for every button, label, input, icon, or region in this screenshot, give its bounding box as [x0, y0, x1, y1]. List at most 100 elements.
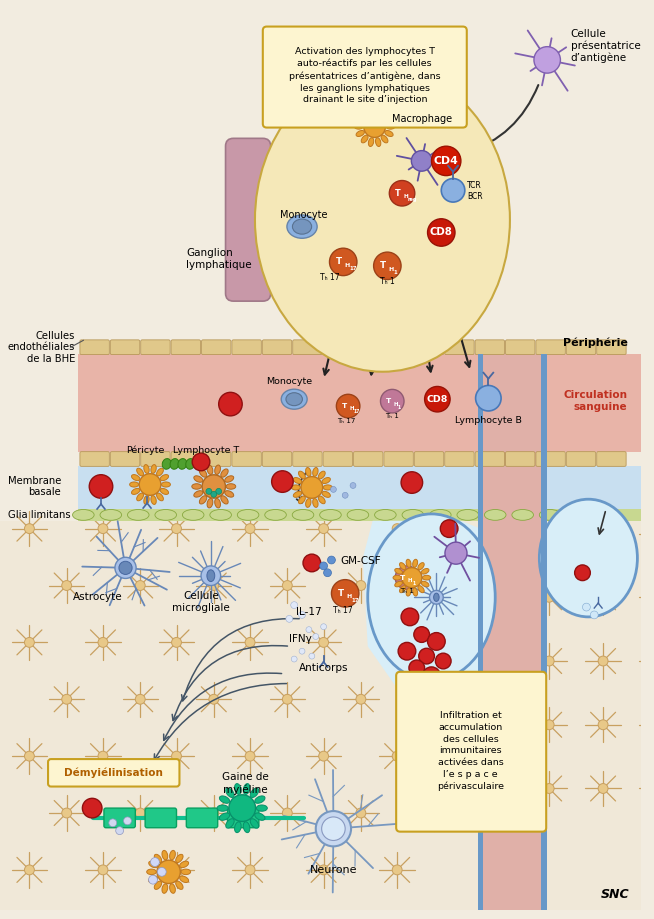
Ellipse shape — [144, 495, 149, 505]
Circle shape — [575, 565, 591, 581]
Circle shape — [430, 808, 439, 818]
Circle shape — [428, 219, 455, 246]
Ellipse shape — [146, 869, 156, 875]
Ellipse shape — [287, 215, 317, 238]
Circle shape — [209, 808, 218, 818]
Ellipse shape — [225, 476, 233, 482]
Ellipse shape — [436, 698, 441, 703]
Ellipse shape — [286, 392, 302, 405]
Circle shape — [324, 820, 342, 837]
Ellipse shape — [181, 869, 190, 875]
FancyBboxPatch shape — [475, 340, 504, 355]
FancyBboxPatch shape — [506, 451, 535, 466]
Circle shape — [150, 857, 160, 867]
Circle shape — [158, 868, 166, 876]
Ellipse shape — [375, 138, 381, 146]
Ellipse shape — [192, 483, 201, 489]
Circle shape — [402, 568, 422, 587]
Ellipse shape — [225, 491, 233, 497]
FancyBboxPatch shape — [396, 672, 546, 832]
Circle shape — [419, 648, 434, 664]
Ellipse shape — [144, 465, 149, 473]
Text: CD8: CD8 — [430, 228, 453, 237]
Ellipse shape — [430, 509, 451, 520]
Ellipse shape — [421, 678, 426, 684]
Ellipse shape — [368, 138, 373, 146]
Circle shape — [299, 648, 305, 654]
Ellipse shape — [169, 884, 175, 893]
Circle shape — [135, 581, 145, 590]
FancyBboxPatch shape — [201, 340, 231, 355]
Circle shape — [598, 784, 608, 793]
Circle shape — [336, 394, 360, 418]
Circle shape — [303, 554, 320, 572]
Circle shape — [245, 524, 255, 534]
Circle shape — [544, 720, 554, 730]
Ellipse shape — [512, 509, 534, 520]
Circle shape — [313, 633, 318, 640]
Text: Lymphocyte B: Lymphocyte B — [455, 416, 522, 425]
Circle shape — [392, 638, 402, 647]
Ellipse shape — [421, 582, 429, 587]
FancyBboxPatch shape — [104, 808, 135, 828]
FancyBboxPatch shape — [566, 340, 596, 355]
Circle shape — [392, 751, 402, 761]
Ellipse shape — [400, 562, 406, 570]
Text: Cellules
endothéliales
de la BHE: Cellules endothéliales de la BHE — [8, 331, 75, 364]
Ellipse shape — [406, 588, 411, 596]
Ellipse shape — [250, 819, 258, 828]
FancyBboxPatch shape — [293, 451, 322, 466]
Ellipse shape — [243, 784, 250, 794]
Bar — [477, 354, 483, 910]
Circle shape — [424, 387, 450, 412]
Text: Glia limitans: Glia limitans — [8, 510, 71, 520]
Circle shape — [652, 784, 654, 793]
Ellipse shape — [432, 675, 436, 682]
FancyBboxPatch shape — [536, 451, 565, 466]
FancyBboxPatch shape — [171, 451, 201, 466]
Circle shape — [350, 482, 356, 488]
Text: T: T — [385, 398, 391, 404]
Circle shape — [395, 566, 419, 589]
Ellipse shape — [318, 496, 325, 504]
Ellipse shape — [154, 881, 162, 890]
Circle shape — [192, 453, 210, 471]
FancyBboxPatch shape — [384, 451, 413, 466]
Ellipse shape — [128, 509, 149, 520]
Text: Cellule
présentatrice
d’antigène: Cellule présentatrice d’antigène — [571, 29, 640, 63]
Ellipse shape — [375, 107, 381, 116]
Text: Tₕ 1: Tₕ 1 — [400, 588, 414, 595]
Text: TCR: TCR — [467, 181, 481, 190]
Ellipse shape — [361, 135, 368, 142]
FancyBboxPatch shape — [293, 340, 322, 355]
FancyBboxPatch shape — [323, 340, 353, 355]
Text: T: T — [341, 403, 347, 409]
Circle shape — [89, 475, 112, 498]
FancyBboxPatch shape — [80, 451, 109, 466]
Ellipse shape — [170, 459, 179, 470]
Circle shape — [209, 581, 218, 590]
Circle shape — [115, 557, 136, 578]
Circle shape — [475, 385, 501, 411]
Ellipse shape — [421, 698, 426, 703]
FancyBboxPatch shape — [323, 451, 353, 466]
Ellipse shape — [73, 509, 94, 520]
Circle shape — [583, 603, 591, 611]
Ellipse shape — [148, 861, 158, 868]
Ellipse shape — [440, 688, 447, 692]
Text: SNC: SNC — [601, 889, 630, 902]
FancyBboxPatch shape — [596, 340, 626, 355]
Circle shape — [652, 593, 654, 602]
Circle shape — [309, 653, 315, 659]
Ellipse shape — [567, 509, 589, 520]
Text: Péricyte: Péricyte — [126, 446, 164, 455]
Ellipse shape — [100, 509, 122, 520]
FancyBboxPatch shape — [232, 340, 262, 355]
Circle shape — [171, 865, 181, 875]
Circle shape — [652, 656, 654, 666]
Ellipse shape — [169, 850, 175, 860]
Circle shape — [202, 475, 226, 498]
Circle shape — [98, 751, 108, 761]
FancyBboxPatch shape — [228, 808, 259, 828]
FancyBboxPatch shape — [111, 451, 140, 466]
